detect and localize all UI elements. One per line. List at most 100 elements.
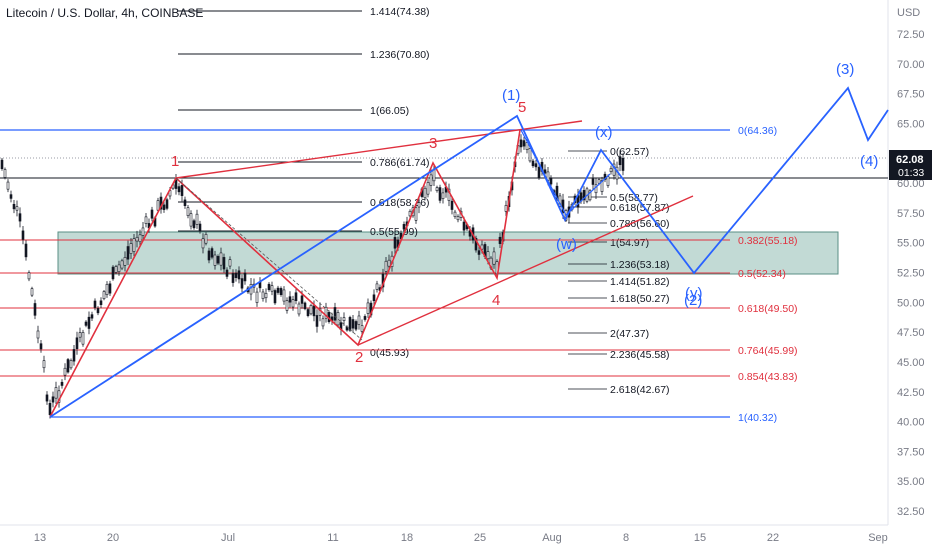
candle-body <box>480 244 484 250</box>
wave-x-label: (x) <box>595 124 613 141</box>
candle-body <box>60 381 64 386</box>
candle-body <box>204 234 208 244</box>
time-tick: Aug <box>542 532 562 544</box>
candle-body <box>33 303 37 316</box>
price-tick: 72.50 <box>897 29 925 41</box>
candle-body <box>297 303 301 315</box>
candle-body <box>249 284 253 295</box>
candle-body <box>21 230 25 240</box>
price-axis-ticks: 72.5070.0067.5065.0062.5060.0057.5055.00… <box>897 29 925 518</box>
dashed-wave2-line <box>175 177 363 341</box>
candle-body <box>186 207 190 216</box>
candle-body <box>219 252 223 266</box>
candle-body <box>366 302 370 314</box>
candle-body <box>360 325 364 332</box>
candle-body <box>531 160 535 167</box>
price-tick: 47.50 <box>897 327 925 339</box>
candlesticks <box>0 134 625 419</box>
demand-zone <box>57 231 839 275</box>
candle-body <box>45 394 49 402</box>
candle-body <box>210 248 214 258</box>
candle-body <box>237 270 241 280</box>
candle-body <box>156 200 160 211</box>
candle-body <box>372 294 376 302</box>
candle-body <box>108 283 112 294</box>
candle-body <box>309 305 313 315</box>
red-channel-bottom <box>357 195 694 346</box>
last-price-tag <box>889 150 932 180</box>
fib-extension-label: 1(66.05) <box>370 105 409 117</box>
time-tick: Jul <box>221 532 235 544</box>
candle-body <box>351 319 355 329</box>
wave-paren2-label: (2) <box>684 292 702 309</box>
candle-body <box>228 259 232 267</box>
candle-body <box>189 213 193 227</box>
candle-body <box>276 287 280 293</box>
time-tick: 15 <box>694 532 706 544</box>
candle-body <box>192 220 196 229</box>
price-tick: 67.50 <box>897 89 925 101</box>
candle-body <box>402 224 406 230</box>
wave-2-label: 2 <box>355 349 363 366</box>
candle-body <box>111 266 115 280</box>
candle-body <box>126 246 130 260</box>
candle-body <box>600 180 604 192</box>
price-tick: 40.00 <box>897 417 925 429</box>
candle-body <box>66 359 70 373</box>
candle-body <box>225 269 229 277</box>
fib-small-label: 2.618(42.67) <box>610 384 670 396</box>
candle-body <box>414 207 418 221</box>
candle-body <box>132 238 136 252</box>
price-tick: 57.50 <box>897 208 925 220</box>
wave-4-label: 4 <box>492 292 500 309</box>
candle-body <box>441 192 445 199</box>
candle-body <box>78 332 82 338</box>
candle-body <box>300 295 304 304</box>
time-tick: 20 <box>107 532 119 544</box>
red-channel-top <box>175 120 583 179</box>
candle-body <box>549 178 553 185</box>
time-tick: 22 <box>767 532 779 544</box>
candle-body <box>48 403 52 416</box>
fib-retracement-label: 0.618(49.50) <box>738 303 798 315</box>
candle-body <box>348 317 352 331</box>
candle-body <box>138 234 142 243</box>
candle-body <box>534 163 538 168</box>
candle-body <box>591 178 595 185</box>
candle-body <box>12 203 16 210</box>
fib-extension-label: 1.236(70.80) <box>370 49 430 61</box>
candle-body <box>123 257 127 266</box>
fib-small-label: 0(62.57) <box>610 146 649 158</box>
fib-small-label: 2(47.37) <box>610 328 649 340</box>
candle-body <box>114 266 118 273</box>
candle-body <box>522 140 526 147</box>
candle-body <box>240 278 244 289</box>
candle-body <box>102 291 106 300</box>
fib-small-label: 0.618(57.87) <box>610 202 670 214</box>
candle-body <box>582 190 586 201</box>
price-tick: 45.00 <box>897 357 925 369</box>
candle-body <box>201 238 205 249</box>
candle-body <box>261 291 265 299</box>
wave-5-label: 5 <box>518 99 526 116</box>
last-price-value: 62.08 <box>896 154 924 166</box>
fib-extension-label: 0.786(61.74) <box>370 157 430 169</box>
candle-body <box>222 257 226 270</box>
candle-body <box>288 296 292 303</box>
candle-body <box>354 321 358 330</box>
candle-body <box>162 204 166 210</box>
candle-body <box>486 251 490 260</box>
candle-body <box>429 174 433 186</box>
candle-body <box>75 337 79 350</box>
candle-body <box>81 332 85 345</box>
price-tick: 35.00 <box>897 476 925 488</box>
candle-body <box>315 315 319 327</box>
fib-small-label: 2.236(45.58) <box>610 349 670 361</box>
candle-body <box>15 206 19 211</box>
candle-body <box>417 202 421 208</box>
fib-small-label: 1(54.97) <box>610 237 649 249</box>
candle-body <box>69 360 73 369</box>
fib-small-label: 1.414(51.82) <box>610 276 670 288</box>
candle-body <box>150 209 154 219</box>
